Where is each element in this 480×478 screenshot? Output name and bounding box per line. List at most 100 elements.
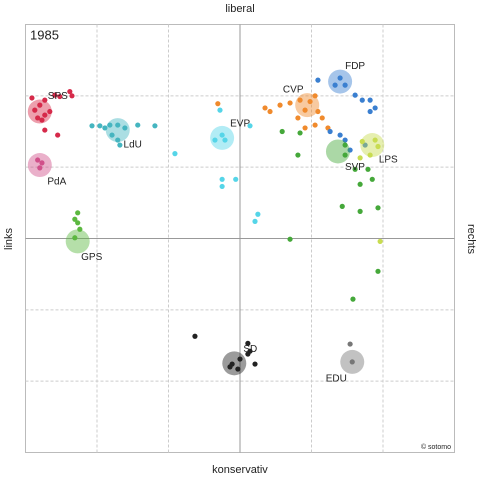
- point: [237, 356, 243, 362]
- point: [135, 122, 141, 128]
- point: [233, 176, 239, 182]
- point: [277, 102, 283, 108]
- point: [295, 115, 301, 121]
- point: [347, 147, 353, 153]
- party-label: GPS: [81, 252, 102, 263]
- point: [297, 97, 303, 103]
- point: [349, 359, 355, 365]
- point: [367, 97, 373, 103]
- party-label: SVP: [345, 162, 365, 173]
- point: [219, 176, 225, 182]
- point: [339, 203, 345, 209]
- party-label: SD: [243, 344, 257, 355]
- point: [122, 125, 128, 131]
- party-center: [210, 125, 235, 150]
- point: [332, 82, 338, 88]
- point: [32, 107, 38, 113]
- point: [115, 122, 121, 128]
- point: [342, 142, 348, 148]
- point: [227, 364, 233, 370]
- point: [367, 152, 373, 158]
- point: [152, 123, 158, 129]
- point: [217, 107, 223, 113]
- axis-label-left: links: [3, 228, 15, 251]
- axis-label-bottom: konservativ: [212, 464, 268, 476]
- point: [372, 105, 378, 111]
- party-label: EDU: [326, 374, 347, 385]
- point: [219, 183, 225, 190]
- point: [375, 268, 381, 274]
- point: [315, 77, 321, 83]
- party-center: [27, 153, 52, 178]
- point: [222, 137, 228, 143]
- point: [342, 137, 348, 143]
- point: [302, 125, 308, 131]
- point: [312, 122, 318, 128]
- point: [375, 143, 381, 150]
- point: [357, 208, 363, 214]
- marks: SPS PdA LdU EVP CVP FDP LPS SVP GPS SD EDU: [27, 61, 398, 385]
- point: [115, 137, 121, 143]
- party-label: SPS: [48, 91, 68, 102]
- point: [247, 123, 253, 129]
- point: [255, 211, 261, 217]
- point: [375, 205, 381, 211]
- point: [372, 137, 378, 143]
- party-label: CVP: [283, 85, 304, 96]
- point: [279, 128, 285, 135]
- credit: © sotomo: [421, 443, 451, 451]
- point: [245, 351, 251, 357]
- point: [72, 216, 78, 222]
- point: [327, 128, 333, 135]
- point: [29, 95, 35, 101]
- point: [55, 132, 61, 138]
- point: [215, 101, 221, 107]
- point: [297, 130, 303, 136]
- point: [352, 166, 358, 172]
- point: [362, 142, 368, 148]
- point: [192, 333, 198, 339]
- point: [89, 123, 95, 129]
- point: [295, 152, 301, 158]
- point: [172, 151, 178, 157]
- point: [357, 181, 363, 187]
- point: [52, 92, 58, 98]
- point: [109, 132, 115, 138]
- party-label: LPS: [379, 155, 398, 166]
- point: [287, 100, 293, 106]
- point: [69, 93, 75, 99]
- point: [307, 98, 313, 105]
- point: [312, 93, 318, 99]
- point: [359, 97, 365, 103]
- party-center: [27, 99, 52, 124]
- point: [267, 108, 273, 115]
- grid: [25, 24, 455, 453]
- point: [245, 340, 251, 346]
- point: [377, 238, 383, 244]
- point: [102, 125, 108, 131]
- axis-label-right: rechts: [465, 224, 477, 254]
- point: [287, 236, 293, 242]
- point: [302, 107, 308, 113]
- point: [219, 132, 225, 138]
- party-label: PdA: [47, 177, 66, 188]
- point: [252, 361, 258, 367]
- point: [315, 108, 321, 115]
- point: [35, 157, 41, 163]
- point: [42, 127, 48, 133]
- point: [212, 137, 218, 143]
- point: [347, 341, 353, 347]
- chart-title: 1985: [30, 27, 59, 42]
- point: [35, 115, 41, 121]
- point: [75, 220, 81, 226]
- point: [342, 82, 348, 88]
- point: [117, 142, 123, 148]
- party-label: EVP: [230, 119, 250, 130]
- party-center: [360, 133, 385, 158]
- point: [75, 210, 81, 216]
- point: [37, 102, 43, 108]
- point: [47, 108, 53, 115]
- point: [39, 160, 45, 166]
- point: [107, 122, 113, 128]
- party-center: [328, 69, 353, 94]
